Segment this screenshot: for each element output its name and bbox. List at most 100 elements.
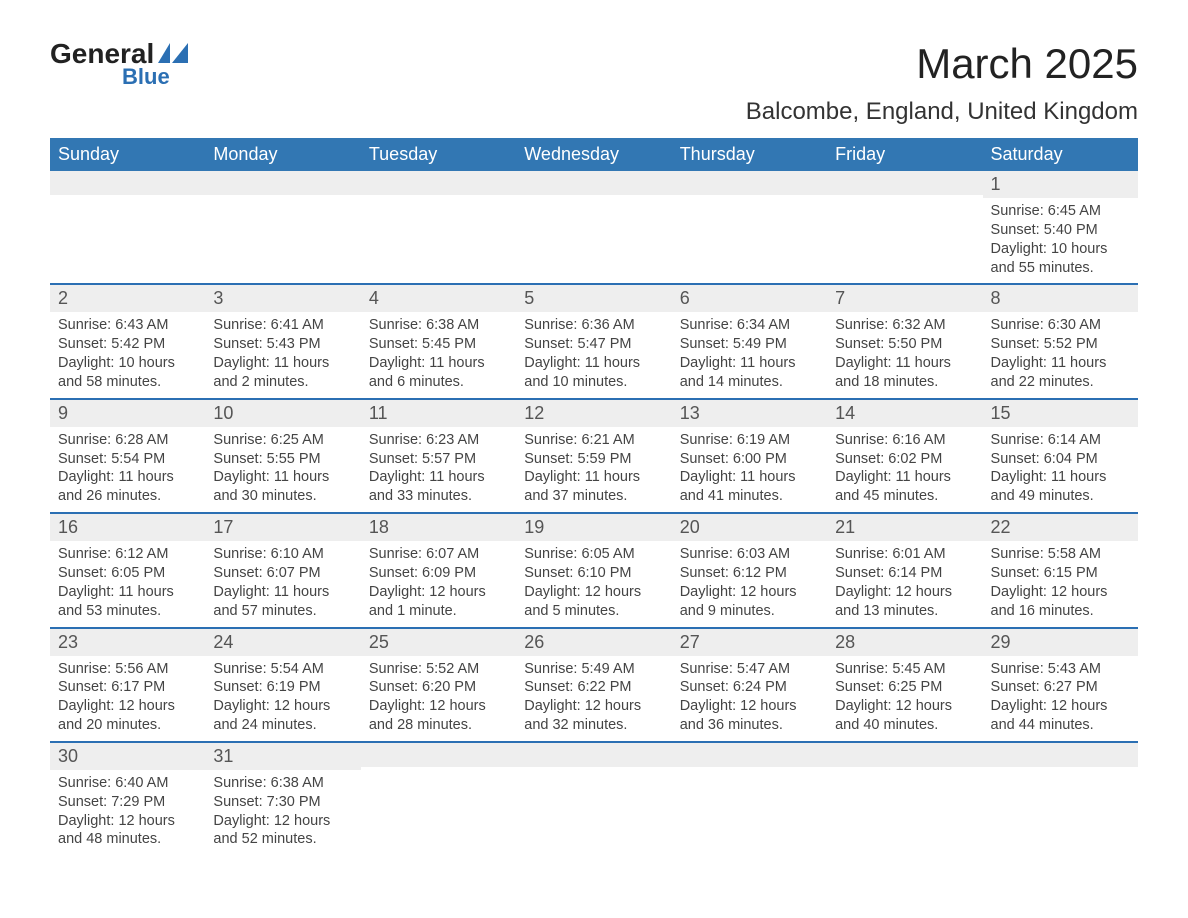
calendar-day-cell: 28Sunrise: 5:45 AMSunset: 6:25 PMDayligh…	[827, 627, 982, 741]
sunrise-text: Sunrise: 6:16 AM	[835, 431, 974, 450]
sunrise-text: Sunrise: 6:21 AM	[524, 431, 663, 450]
sunset-text: Sunset: 6:04 PM	[991, 450, 1130, 469]
day-details: Sunrise: 6:36 AMSunset: 5:47 PMDaylight:…	[516, 312, 671, 397]
sunset-text: Sunset: 7:30 PM	[213, 793, 352, 812]
sunset-text: Sunset: 6:17 PM	[58, 678, 197, 697]
daylight-text: Daylight: 12 hours and 1 minute.	[369, 583, 508, 621]
daylight-text: Daylight: 11 hours and 45 minutes.	[835, 468, 974, 506]
calendar-day-cell: 27Sunrise: 5:47 AMSunset: 6:24 PMDayligh…	[672, 627, 827, 741]
daylight-text: Daylight: 11 hours and 30 minutes.	[213, 468, 352, 506]
empty-day-body	[516, 195, 671, 283]
sunrise-text: Sunrise: 5:47 AM	[680, 660, 819, 679]
sunrise-text: Sunrise: 6:03 AM	[680, 545, 819, 564]
daylight-text: Daylight: 12 hours and 40 minutes.	[835, 697, 974, 735]
day-details: Sunrise: 6:38 AMSunset: 7:30 PMDaylight:…	[205, 770, 360, 855]
empty-day-body	[361, 195, 516, 283]
day-number: 28	[827, 627, 982, 656]
day-number	[827, 171, 982, 195]
day-number: 18	[361, 512, 516, 541]
daylight-text: Daylight: 11 hours and 33 minutes.	[369, 468, 508, 506]
daylight-text: Daylight: 10 hours and 55 minutes.	[991, 240, 1130, 278]
day-number: 20	[672, 512, 827, 541]
sunset-text: Sunset: 5:47 PM	[524, 335, 663, 354]
day-number: 11	[361, 398, 516, 427]
daylight-text: Daylight: 12 hours and 13 minutes.	[835, 583, 974, 621]
day-number	[672, 741, 827, 767]
sunrise-text: Sunrise: 6:19 AM	[680, 431, 819, 450]
sunset-text: Sunset: 6:02 PM	[835, 450, 974, 469]
calendar-day-cell: 18Sunrise: 6:07 AMSunset: 6:09 PMDayligh…	[361, 512, 516, 626]
day-number: 30	[50, 741, 205, 770]
sunrise-text: Sunrise: 5:52 AM	[369, 660, 508, 679]
calendar-week-row: 16Sunrise: 6:12 AMSunset: 6:05 PMDayligh…	[50, 512, 1138, 626]
daylight-text: Daylight: 12 hours and 16 minutes.	[991, 583, 1130, 621]
daylight-text: Daylight: 12 hours and 36 minutes.	[680, 697, 819, 735]
day-details: Sunrise: 6:23 AMSunset: 5:57 PMDaylight:…	[361, 427, 516, 512]
day-number: 31	[205, 741, 360, 770]
calendar-day-cell: 8Sunrise: 6:30 AMSunset: 5:52 PMDaylight…	[983, 283, 1138, 397]
day-details: Sunrise: 6:16 AMSunset: 6:02 PMDaylight:…	[827, 427, 982, 512]
location: Balcombe, England, United Kingdom	[746, 98, 1138, 126]
day-details: Sunrise: 6:07 AMSunset: 6:09 PMDaylight:…	[361, 541, 516, 626]
day-number: 3	[205, 283, 360, 312]
day-details: Sunrise: 5:58 AMSunset: 6:15 PMDaylight:…	[983, 541, 1138, 626]
day-number: 7	[827, 283, 982, 312]
sunset-text: Sunset: 5:57 PM	[369, 450, 508, 469]
calendar-day-cell: 20Sunrise: 6:03 AMSunset: 6:12 PMDayligh…	[672, 512, 827, 626]
day-details: Sunrise: 5:52 AMSunset: 6:20 PMDaylight:…	[361, 656, 516, 741]
day-details: Sunrise: 6:14 AMSunset: 6:04 PMDaylight:…	[983, 427, 1138, 512]
sunrise-text: Sunrise: 6:01 AM	[835, 545, 974, 564]
calendar-day-cell: 16Sunrise: 6:12 AMSunset: 6:05 PMDayligh…	[50, 512, 205, 626]
weekday-header: Saturday	[983, 138, 1138, 171]
day-details: Sunrise: 6:25 AMSunset: 5:55 PMDaylight:…	[205, 427, 360, 512]
day-number: 1	[983, 171, 1138, 198]
day-number: 22	[983, 512, 1138, 541]
sunset-text: Sunset: 6:00 PM	[680, 450, 819, 469]
sunset-text: Sunset: 5:42 PM	[58, 335, 197, 354]
sunrise-text: Sunrise: 5:58 AM	[991, 545, 1130, 564]
empty-day-body	[205, 195, 360, 283]
daylight-text: Daylight: 11 hours and 26 minutes.	[58, 468, 197, 506]
sunset-text: Sunset: 5:55 PM	[213, 450, 352, 469]
sunrise-text: Sunrise: 5:49 AM	[524, 660, 663, 679]
calendar-week-row: 23Sunrise: 5:56 AMSunset: 6:17 PMDayligh…	[50, 627, 1138, 741]
sunset-text: Sunset: 5:45 PM	[369, 335, 508, 354]
sunset-text: Sunset: 5:59 PM	[524, 450, 663, 469]
calendar-empty-cell	[50, 171, 205, 283]
logo: General Blue	[50, 40, 188, 88]
day-number: 29	[983, 627, 1138, 656]
title-block: March 2025 Balcombe, England, United Kin…	[746, 40, 1138, 126]
calendar-empty-cell	[827, 171, 982, 283]
calendar-table: SundayMondayTuesdayWednesdayThursdayFrid…	[50, 138, 1138, 855]
sunrise-text: Sunrise: 6:43 AM	[58, 316, 197, 335]
daylight-text: Daylight: 12 hours and 20 minutes.	[58, 697, 197, 735]
weekday-header: Sunday	[50, 138, 205, 171]
day-details: Sunrise: 6:38 AMSunset: 5:45 PMDaylight:…	[361, 312, 516, 397]
sunset-text: Sunset: 6:27 PM	[991, 678, 1130, 697]
calendar-day-cell: 9Sunrise: 6:28 AMSunset: 5:54 PMDaylight…	[50, 398, 205, 512]
daylight-text: Daylight: 12 hours and 48 minutes.	[58, 812, 197, 850]
calendar-day-cell: 23Sunrise: 5:56 AMSunset: 6:17 PMDayligh…	[50, 627, 205, 741]
day-number	[361, 741, 516, 767]
day-number	[516, 741, 671, 767]
sunset-text: Sunset: 6:12 PM	[680, 564, 819, 583]
calendar-empty-cell	[827, 741, 982, 855]
weekday-header: Tuesday	[361, 138, 516, 171]
month-title: March 2025	[746, 40, 1138, 88]
day-details: Sunrise: 6:12 AMSunset: 6:05 PMDaylight:…	[50, 541, 205, 626]
weekday-header: Monday	[205, 138, 360, 171]
day-number: 5	[516, 283, 671, 312]
day-details: Sunrise: 6:45 AMSunset: 5:40 PMDaylight:…	[983, 198, 1138, 283]
sunrise-text: Sunrise: 6:41 AM	[213, 316, 352, 335]
day-details: Sunrise: 6:05 AMSunset: 6:10 PMDaylight:…	[516, 541, 671, 626]
calendar-empty-cell	[983, 741, 1138, 855]
calendar-empty-cell	[361, 741, 516, 855]
day-details: Sunrise: 6:01 AMSunset: 6:14 PMDaylight:…	[827, 541, 982, 626]
day-number	[672, 171, 827, 195]
weekday-header: Thursday	[672, 138, 827, 171]
calendar-day-cell: 26Sunrise: 5:49 AMSunset: 6:22 PMDayligh…	[516, 627, 671, 741]
day-details: Sunrise: 6:03 AMSunset: 6:12 PMDaylight:…	[672, 541, 827, 626]
day-details: Sunrise: 6:40 AMSunset: 7:29 PMDaylight:…	[50, 770, 205, 855]
calendar-day-cell: 7Sunrise: 6:32 AMSunset: 5:50 PMDaylight…	[827, 283, 982, 397]
day-details: Sunrise: 6:43 AMSunset: 5:42 PMDaylight:…	[50, 312, 205, 397]
